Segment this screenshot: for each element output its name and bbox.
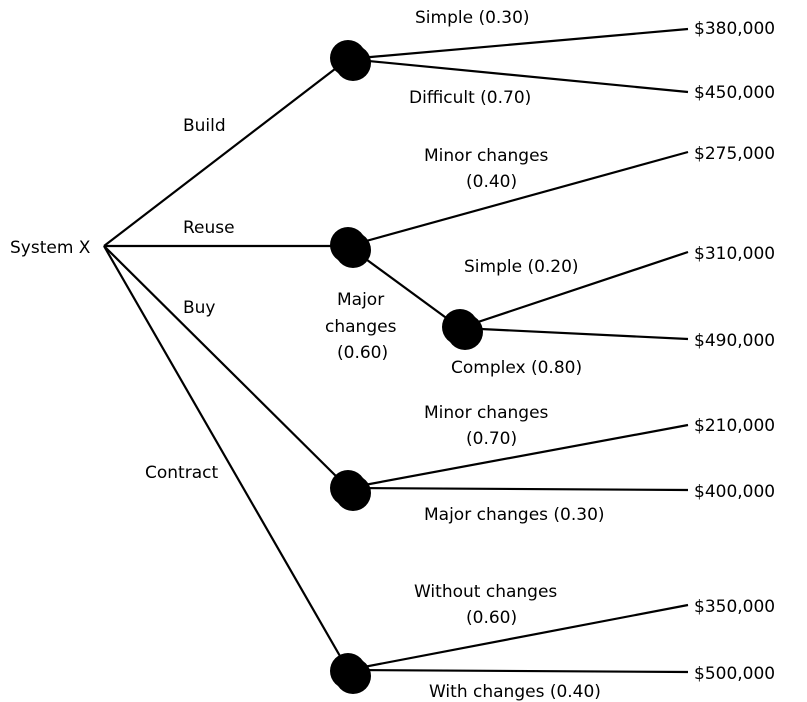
- outcome-label-contract-without-1: Without changes: [414, 582, 557, 602]
- outcome-label-build-simple: Simple (0.30): [415, 8, 530, 28]
- outcome-label-reuse-major-3: (0.60): [337, 343, 388, 363]
- payoff-buy-major: $400,000: [694, 482, 775, 502]
- outcome-label-reuse-major-2: changes: [325, 317, 397, 337]
- payoff-contract-without: $350,000: [694, 597, 775, 617]
- edge-build-difficult: [347, 57, 689, 94]
- chance-node-buy: [330, 470, 371, 511]
- branch-label-build: Build: [183, 116, 226, 136]
- outcome-label-reuse-minor-1: Minor changes: [424, 146, 549, 166]
- outcome-label-build-difficult: Difficult (0.70): [409, 88, 531, 108]
- outcome-label-reuse-major-complex: Complex (0.80): [451, 358, 582, 378]
- outcome-label-contract-without-2: (0.60): [466, 608, 517, 628]
- edge-contract: [103, 245, 349, 671]
- edge-buy-major: [347, 486, 689, 492]
- branch-label-buy: Buy: [183, 298, 216, 318]
- payoff-reuse-major-complex: $490,000: [694, 331, 775, 351]
- edge-build: [103, 58, 349, 247]
- edge-buy-minor: [347, 423, 689, 490]
- outcome-label-contract-with: With changes (0.40): [429, 682, 601, 702]
- outcome-label-buy-major: Major changes (0.30): [424, 505, 605, 525]
- edge-reuse-major-simple: [459, 250, 689, 330]
- payoff-contract-with: $500,000: [694, 664, 775, 684]
- chance-node-reuse: [330, 227, 371, 268]
- outcome-label-buy-minor-2: (0.70): [466, 429, 517, 449]
- edge-reuse-minor: [347, 150, 689, 248]
- edge-contract-without: [347, 603, 689, 672]
- payoff-reuse-minor: $275,000: [694, 144, 775, 164]
- edge-reuse-major-complex: [459, 326, 689, 341]
- outcome-label-buy-minor-1: Minor changes: [424, 403, 549, 423]
- chance-node-contract: [330, 653, 371, 694]
- edge-buy: [103, 245, 349, 489]
- outcome-label-reuse-major-1: Major: [337, 290, 384, 310]
- payoff-build-difficult: $450,000: [694, 83, 775, 103]
- payoff-build-simple: $380,000: [694, 19, 775, 39]
- edge-contract-with: [347, 668, 689, 674]
- payoff-buy-minor: $210,000: [694, 416, 775, 436]
- chance-node-build: [330, 40, 371, 81]
- root-label: System X: [10, 238, 91, 258]
- payoff-reuse-major-simple: $310,000: [694, 244, 775, 264]
- outcome-label-reuse-major-simple: Simple (0.20): [464, 257, 579, 277]
- edge-build-simple: [347, 27, 689, 61]
- outcome-label-reuse-minor-2: (0.40): [466, 172, 517, 192]
- branch-label-reuse: Reuse: [183, 218, 235, 238]
- branch-label-contract: Contract: [145, 463, 218, 483]
- chance-node-reuse-major: [442, 309, 483, 350]
